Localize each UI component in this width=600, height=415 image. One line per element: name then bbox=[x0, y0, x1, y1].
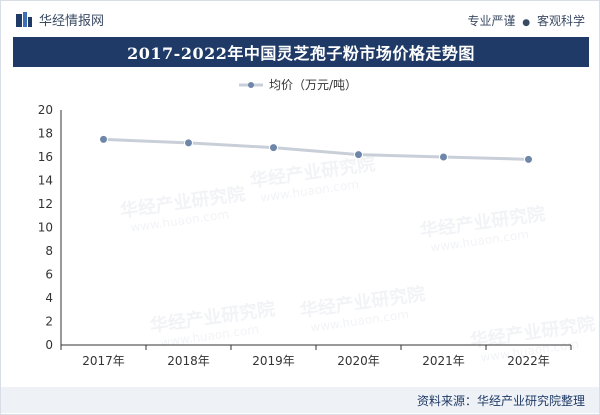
y-tick-label: 6 bbox=[45, 268, 53, 282]
data-point bbox=[269, 143, 278, 153]
brand-logo-icon bbox=[16, 11, 32, 27]
x-tick-label: 2018年 bbox=[167, 354, 210, 368]
data-point bbox=[99, 134, 108, 144]
data-point bbox=[184, 138, 193, 148]
brand-name: 华经情报网 bbox=[39, 14, 105, 29]
legend-marker bbox=[248, 82, 254, 88]
x-tick-label: 2021年 bbox=[422, 354, 465, 368]
x-axis: 2017年 2018年 2019年 2020年 2021年 2022年 bbox=[60, 344, 572, 368]
slogan-left: 专业严谨 bbox=[467, 14, 516, 28]
x-tick-label: 2019年 bbox=[252, 354, 295, 368]
slogan-dot-icon: ● bbox=[522, 18, 531, 28]
series-line bbox=[103, 137, 529, 161]
x-tick-label: 2020年 bbox=[337, 354, 380, 368]
legend-label: 均价（万元/吨） bbox=[269, 78, 357, 92]
y-tick-label: 20 bbox=[38, 103, 53, 117]
source-separator: ： bbox=[464, 394, 477, 408]
watermark-layer: 华经产业研究院www.huaon.com华经产业研究院www.huaon.com… bbox=[119, 153, 597, 365]
y-axis: 0 2 4 6 8 10 12 14 16 18 20 bbox=[38, 103, 62, 352]
footer: 资料来源：华经产业研究院整理 bbox=[1, 387, 599, 413]
title-bar: 2017-2022年中国灵芝孢子粉市场价格走势图 bbox=[13, 37, 589, 67]
line-chart: 华经产业研究院www.huaon.com华经产业研究院www.huaon.com… bbox=[38, 78, 597, 368]
y-tick-label: 0 bbox=[45, 338, 53, 352]
y-tick-label: 12 bbox=[38, 197, 53, 211]
source-note: 资料来源：华经产业研究院整理 bbox=[417, 392, 585, 409]
slogan-right: 客观科学 bbox=[536, 14, 585, 28]
y-tick-label: 2 bbox=[45, 315, 53, 329]
slogan: 专业严谨 ● 客观科学 bbox=[467, 12, 585, 29]
data-point bbox=[354, 150, 363, 160]
source-label: 资料来源 bbox=[416, 394, 465, 408]
y-tick-label: 8 bbox=[45, 244, 53, 258]
y-tick-label: 16 bbox=[38, 150, 53, 164]
y-tick-label: 14 bbox=[38, 174, 53, 188]
data-point bbox=[439, 152, 448, 162]
brand: 华经情报网 bbox=[15, 10, 104, 29]
data-point bbox=[524, 154, 533, 164]
y-tick-label: 4 bbox=[45, 291, 53, 305]
source-value: 华经产业研究院整理 bbox=[476, 394, 585, 408]
y-tick-label: 10 bbox=[38, 221, 53, 235]
chart-title: 2017-2022年中国灵芝孢子粉市场价格走势图 bbox=[127, 44, 475, 63]
top-bar: 华经情报网 专业严谨 ● 客观科学 bbox=[1, 1, 599, 37]
x-tick-label: 2017年 bbox=[82, 354, 125, 368]
series-layer bbox=[99, 134, 533, 164]
y-tick-label: 18 bbox=[38, 127, 53, 141]
x-tick-label: 2022年 bbox=[507, 354, 550, 368]
legend: 均价（万元/吨） bbox=[239, 78, 357, 92]
